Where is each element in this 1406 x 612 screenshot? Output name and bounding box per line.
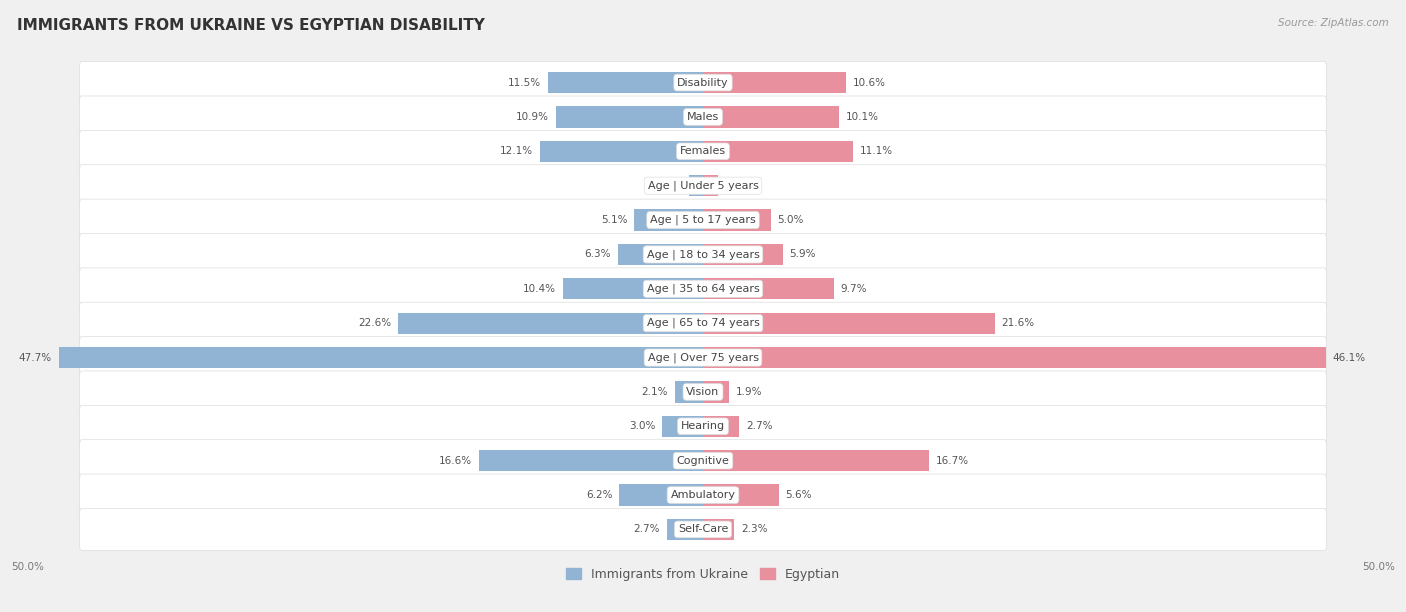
FancyBboxPatch shape (80, 130, 1326, 173)
Bar (703, 72, 846, 93)
Text: 2.7%: 2.7% (633, 524, 659, 534)
Bar (634, 209, 703, 231)
Text: 21.6%: 21.6% (1001, 318, 1035, 328)
Text: 16.6%: 16.6% (439, 456, 472, 466)
Text: 11.1%: 11.1% (859, 146, 893, 156)
Text: 11.5%: 11.5% (508, 78, 541, 88)
Text: 47.7%: 47.7% (18, 353, 52, 362)
Text: 22.6%: 22.6% (357, 318, 391, 328)
Text: Age | 5 to 17 years: Age | 5 to 17 years (650, 215, 756, 225)
Bar (479, 450, 703, 471)
FancyBboxPatch shape (80, 165, 1326, 207)
Text: 10.6%: 10.6% (853, 78, 886, 88)
Bar (703, 313, 995, 334)
Bar (703, 141, 853, 162)
Text: 3.0%: 3.0% (630, 421, 655, 431)
Text: 5.6%: 5.6% (786, 490, 811, 500)
Bar (703, 484, 779, 506)
Bar (703, 106, 839, 128)
FancyBboxPatch shape (80, 405, 1326, 447)
Text: 6.2%: 6.2% (586, 490, 613, 500)
Bar (703, 278, 834, 299)
Bar (703, 175, 718, 196)
Text: Ambulatory: Ambulatory (671, 490, 735, 500)
Text: 46.1%: 46.1% (1333, 353, 1365, 362)
Text: Females: Females (681, 146, 725, 156)
FancyBboxPatch shape (80, 62, 1326, 103)
Text: 5.1%: 5.1% (600, 215, 627, 225)
Text: 2.7%: 2.7% (747, 421, 773, 431)
Bar (703, 519, 734, 540)
Text: 16.7%: 16.7% (935, 456, 969, 466)
Bar (617, 244, 703, 265)
Bar (398, 313, 703, 334)
Legend: Immigrants from Ukraine, Egyptian: Immigrants from Ukraine, Egyptian (561, 563, 845, 586)
Text: 10.9%: 10.9% (516, 112, 548, 122)
Bar (555, 106, 703, 128)
FancyBboxPatch shape (80, 371, 1326, 413)
Text: 12.1%: 12.1% (499, 146, 533, 156)
Bar (662, 416, 703, 437)
Text: 10.1%: 10.1% (846, 112, 879, 122)
Text: Disability: Disability (678, 78, 728, 88)
Text: Age | 65 to 74 years: Age | 65 to 74 years (647, 318, 759, 329)
Text: 5.9%: 5.9% (789, 250, 815, 259)
Bar (540, 141, 703, 162)
Bar (59, 347, 703, 368)
FancyBboxPatch shape (80, 474, 1326, 516)
Text: Source: ZipAtlas.com: Source: ZipAtlas.com (1278, 18, 1389, 28)
Bar (703, 347, 1326, 368)
Text: 1.9%: 1.9% (735, 387, 762, 397)
Bar (689, 175, 703, 196)
FancyBboxPatch shape (80, 509, 1326, 550)
FancyBboxPatch shape (80, 199, 1326, 241)
Text: Age | Under 5 years: Age | Under 5 years (648, 181, 758, 191)
Bar (703, 209, 770, 231)
Text: Hearing: Hearing (681, 421, 725, 431)
Bar (703, 381, 728, 403)
Text: 10.4%: 10.4% (523, 284, 555, 294)
Text: Age | Over 75 years: Age | Over 75 years (648, 353, 758, 363)
FancyBboxPatch shape (80, 268, 1326, 310)
Text: Age | 18 to 34 years: Age | 18 to 34 years (647, 249, 759, 259)
Text: 2.3%: 2.3% (741, 524, 768, 534)
Text: Vision: Vision (686, 387, 720, 397)
FancyBboxPatch shape (80, 337, 1326, 379)
Bar (703, 416, 740, 437)
FancyBboxPatch shape (80, 96, 1326, 138)
Bar (548, 72, 703, 93)
Text: Self-Care: Self-Care (678, 524, 728, 534)
FancyBboxPatch shape (80, 439, 1326, 482)
Bar (675, 381, 703, 403)
Text: 5.0%: 5.0% (778, 215, 804, 225)
Text: 1.0%: 1.0% (657, 181, 683, 191)
Bar (666, 519, 703, 540)
Text: Males: Males (688, 112, 718, 122)
Bar (619, 484, 703, 506)
Text: IMMIGRANTS FROM UKRAINE VS EGYPTIAN DISABILITY: IMMIGRANTS FROM UKRAINE VS EGYPTIAN DISA… (17, 18, 485, 34)
Text: 1.1%: 1.1% (724, 181, 751, 191)
Text: Cognitive: Cognitive (676, 456, 730, 466)
Bar (562, 278, 703, 299)
FancyBboxPatch shape (80, 302, 1326, 344)
Text: Age | 35 to 64 years: Age | 35 to 64 years (647, 283, 759, 294)
Bar (703, 244, 783, 265)
Text: 9.7%: 9.7% (841, 284, 868, 294)
Text: 2.1%: 2.1% (641, 387, 668, 397)
Text: 6.3%: 6.3% (585, 250, 612, 259)
Bar (703, 450, 928, 471)
FancyBboxPatch shape (80, 233, 1326, 275)
